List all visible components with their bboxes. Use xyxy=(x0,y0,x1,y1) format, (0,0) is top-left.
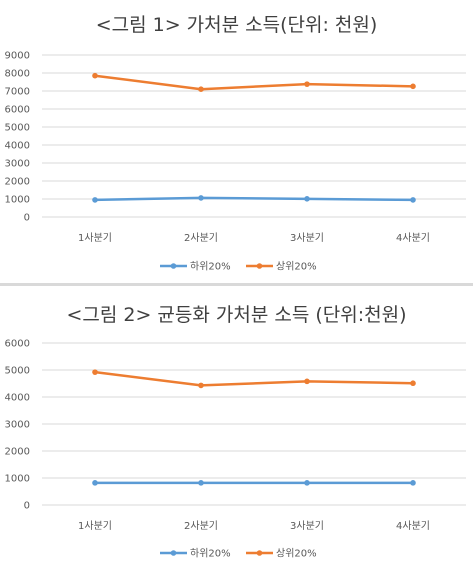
y-tick-label: 7000 xyxy=(5,87,30,98)
y-tick-label: 4000 xyxy=(5,141,30,152)
chart-panel-2: <그림 2> 균등화 가처분 소득 (단위:천원) 0 1000 2000 3000 4… xyxy=(0,287,473,570)
data-point xyxy=(198,86,204,92)
series-line xyxy=(93,74,415,91)
y-tick-label: 0 xyxy=(24,501,30,512)
chart-title: <그림 1> 가처분 소득(단위: 천원) xyxy=(95,14,378,36)
y-tick-label: 3000 xyxy=(5,159,30,170)
data-point xyxy=(92,369,98,375)
legend-marker xyxy=(170,263,177,269)
data-point xyxy=(198,480,204,486)
y-tick-label: 1000 xyxy=(5,474,30,485)
data-point xyxy=(198,195,204,201)
x-tick-label: 3사분기 xyxy=(290,520,324,532)
legend-marker xyxy=(170,550,177,556)
y-tick-label: 6000 xyxy=(5,339,30,350)
chart-panel-1: <그림 1> 가처분 소득(단위: 천원) 0 1000 2000 3000 4000 5… xyxy=(0,0,473,282)
data-point xyxy=(410,83,416,90)
series-line xyxy=(93,196,415,202)
y-tick-label: 5000 xyxy=(5,366,30,377)
y-tick-label: 1000 xyxy=(5,195,30,206)
legend-label: 상위20% xyxy=(276,260,317,273)
data-point xyxy=(304,196,310,202)
x-tick-label: 3사분기 xyxy=(290,232,324,244)
legend-marker xyxy=(256,263,263,269)
y-tick-label: 2000 xyxy=(5,177,30,188)
legend-label: 상위20% xyxy=(276,547,317,560)
x-tick-label: 2사분기 xyxy=(184,232,218,244)
data-point xyxy=(304,81,310,87)
y-tick-label: 8000 xyxy=(5,69,30,80)
data-point xyxy=(410,480,416,486)
x-tick-label: 1사분기 xyxy=(78,232,112,244)
x-tick-label: 2사분기 xyxy=(184,520,218,532)
line-chart-2: 0 1000 2000 3000 4000 5000 6000 1사분기 2사분기 3사분기 4사분… xyxy=(5,339,466,560)
y-tick-label: 5000 xyxy=(5,123,30,134)
data-point xyxy=(198,382,204,389)
legend-label: 하위20% xyxy=(190,260,231,273)
data-point xyxy=(92,197,98,203)
data-point xyxy=(304,480,310,486)
y-tick-label: 6000 xyxy=(5,105,30,116)
legend-label: 하위20% xyxy=(190,547,231,560)
y-tick-label: 4000 xyxy=(5,393,30,404)
legend-marker xyxy=(256,550,263,556)
data-point xyxy=(304,378,310,385)
x-tick-label: 4사분기 xyxy=(396,520,430,532)
data-point xyxy=(92,72,98,79)
y-tick-label: 2000 xyxy=(5,447,30,458)
x-tick-label: 4사분기 xyxy=(396,232,430,244)
x-tick-label: 1사분기 xyxy=(78,520,112,532)
data-point xyxy=(92,480,98,486)
y-tick-label: 3000 xyxy=(5,420,30,431)
data-point xyxy=(410,197,416,203)
series-line xyxy=(93,370,415,387)
chart-divider xyxy=(0,283,473,286)
y-tick-label: 9000 xyxy=(5,51,30,62)
y-tick-label: 0 xyxy=(24,213,30,224)
chart-title: <그림 2> 균등화 가처분 소득 (단위:천원) xyxy=(66,304,407,326)
data-point xyxy=(410,380,416,387)
line-chart-1: 0 1000 2000 3000 4000 5000 6000 7000 8000 9000 1사분… xyxy=(5,51,466,273)
